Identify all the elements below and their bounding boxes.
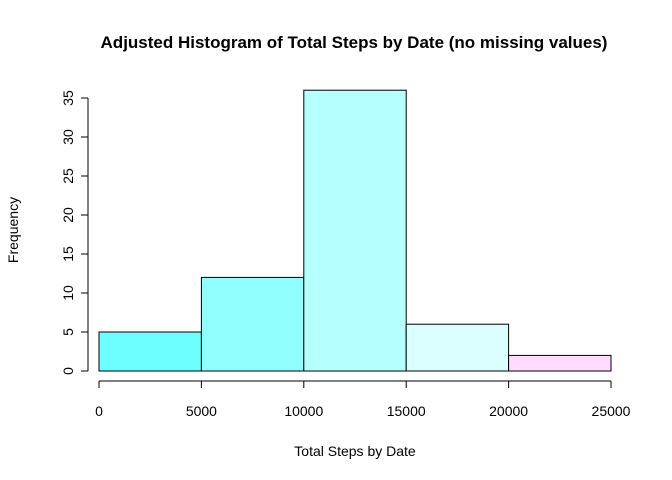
bars-group [98,89,612,372]
y-axis-label: Frequency [5,197,21,263]
x-axis: 0 5000 10000 15000 20000 25000 [95,380,631,419]
x-tick-label: 0 [95,403,103,419]
histogram-bar-4 [508,354,612,372]
y-tick-label: 35 [60,90,76,106]
x-tick-label: 20000 [489,403,528,419]
chart-title: Adjusted Histogram of Total Steps by Dat… [101,33,608,52]
x-tick-label: 25000 [592,403,631,419]
x-tick-label: 15000 [387,403,426,419]
histogram-bar-3 [405,323,510,372]
x-tick-label: 5000 [186,403,217,419]
y-tick-label: 20 [60,207,76,223]
y-tick-label: 25 [60,168,76,184]
y-tick-label: 30 [60,129,76,145]
y-tick-label: 0 [60,367,76,375]
y-tick-label: 10 [60,285,76,301]
histogram-bar-0 [98,331,202,372]
histogram-bar-1 [200,276,305,372]
histogram-bar-2 [303,89,407,372]
x-axis-label: Total Steps by Date [294,443,416,459]
y-tick-label: 5 [60,328,76,336]
x-tick-label: 10000 [284,403,323,419]
y-tick-label: 15 [60,246,76,262]
y-axis: 0 5 10 15 20 25 30 35 [60,90,89,375]
